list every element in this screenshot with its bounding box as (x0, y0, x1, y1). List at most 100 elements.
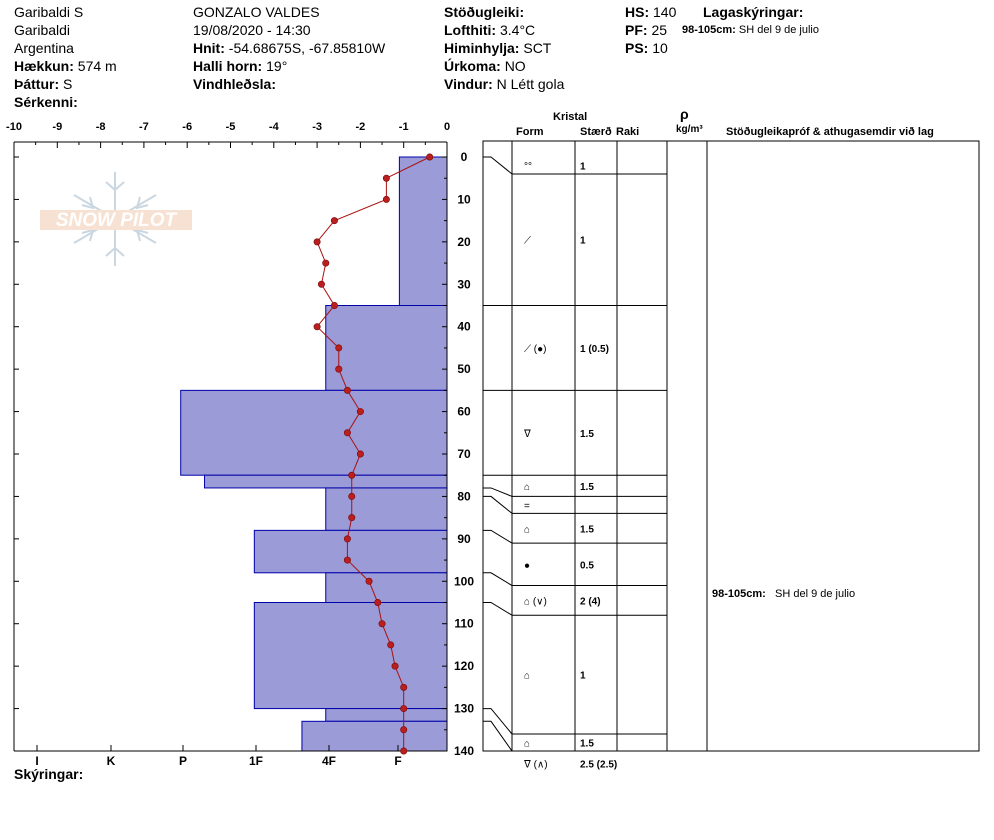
temperature-point (348, 492, 356, 500)
slope: Halli horn: 19° (193, 58, 287, 74)
observer: GONZALO VALDES (193, 4, 320, 20)
coords-label: Hnit: (193, 40, 225, 56)
temperature-point (365, 577, 373, 585)
temperature-point (356, 408, 364, 416)
hardness-bar (204, 474, 448, 489)
crystal-size: 2.5 (2.5) (580, 760, 617, 771)
slope-value: 19° (266, 58, 288, 74)
hardness-bar (325, 572, 448, 603)
depth-tick-label: 30 (457, 277, 471, 291)
crystal-table: °° 1 ⟋ 1 ⟋ (●) 1 (0.5) ᐁ 1.5 ⌂ 1.5 = ⌂ 1.5 ● 0.5 ⌂ (∨) 2… (482, 140, 980, 771)
datetime: 19/08/2020 - 14:30 (193, 22, 311, 38)
crystal-size: 2 (4) (580, 596, 601, 607)
table-note-range: 98-105cm: (712, 588, 766, 600)
depth-tick-label: 130 (454, 702, 474, 716)
temperature-point (400, 705, 408, 713)
elevation: Hækkun: 574 m (14, 58, 117, 74)
hardness-bar (398, 156, 448, 306)
crystal-size: 1 (580, 236, 586, 247)
depth-tick-label: 40 (457, 320, 471, 334)
depth-tick-label: 70 (457, 447, 471, 461)
temp-tick-label: -4 (269, 121, 280, 133)
precip-label: Úrkoma: (444, 58, 501, 74)
crystal-size: 1 (0.5) (580, 344, 609, 355)
layer-note-header: 98-105cm: SH del 9 de julio (682, 24, 819, 36)
air-temp-label: Lofthiti: (444, 22, 497, 38)
crystal-form: ᐁ (∧) (524, 760, 548, 771)
layer-connector (483, 529, 513, 544)
ps-label: PS: (625, 40, 649, 56)
crystal-form: ⟋ (524, 236, 531, 247)
depth-tick-label: 140 (454, 744, 474, 758)
layer-connector (483, 156, 513, 175)
legend-label: Skýringar: (14, 766, 84, 782)
stability-notes-header: Stöðugleikapróf & athugasemdir við lag (726, 126, 934, 138)
table-note-text: SH del 9 de julio (775, 588, 855, 600)
temperature-point (382, 195, 390, 203)
hardness-bar (325, 487, 448, 531)
crystal-form: ⌂ (524, 482, 530, 493)
hs-label: HS: (625, 4, 650, 20)
depth-tick-label: 50 (457, 362, 471, 376)
layer-connector (483, 602, 513, 616)
hardness-bar (301, 720, 448, 752)
crystal-form: ⟋ (●) (524, 344, 546, 355)
pf: PF: 25 (625, 22, 667, 38)
temp-tick-label: -5 (226, 121, 236, 133)
hardness-tick-label: P (179, 754, 187, 768)
temp-tick-label: -3 (312, 121, 322, 133)
temperature-point (400, 747, 408, 755)
elevation-value: 574 m (77, 58, 117, 74)
hardness-bar (325, 708, 448, 722)
crystal-size: 1 (580, 671, 586, 682)
temperature-point (322, 259, 330, 267)
depth-tick-label: 20 (457, 235, 471, 249)
layer-connector (483, 720, 513, 752)
air-temp-value: 3.4°C (499, 22, 536, 38)
temperature-point (330, 301, 338, 309)
pf-value: 25 (651, 22, 668, 38)
hardness-tick-label: K (107, 754, 116, 768)
hs-value: 140 (653, 4, 677, 20)
temperature-point (343, 535, 351, 543)
temperature-point (335, 365, 343, 373)
temperature-point (378, 620, 386, 628)
sky: Himinhylja: SCT (444, 40, 551, 56)
aspect-label: Þáttur: (14, 76, 60, 92)
coordinates: Hnit: -54.68675S, -67.85810W (193, 40, 385, 56)
temp-tick-label: -2 (356, 121, 366, 133)
depth-tick-label: 80 (457, 489, 471, 503)
wind-label: Vindur: (444, 76, 493, 92)
crystal-form: = (524, 501, 530, 512)
temperature-point (343, 556, 351, 564)
temp-tick-label: 0 (444, 121, 450, 133)
temperature-point (387, 641, 395, 649)
temperature-profile (313, 153, 434, 755)
depth-tick-label: 0 (461, 150, 468, 164)
depth-tick-label: 10 (457, 192, 471, 206)
temperature-point (382, 174, 390, 182)
crystal-form: ᐁ (524, 429, 531, 440)
stability-label: Stöðugleiki: (444, 4, 525, 20)
temp-tick-label: -1 (399, 121, 409, 133)
depth-tick-label: 90 (457, 532, 471, 546)
temperature-point (313, 323, 321, 331)
temperature-point (348, 514, 356, 522)
temperature-point (335, 344, 343, 352)
crystal-size: 1.5 (580, 429, 594, 440)
sky-label: Himinhylja: (444, 40, 520, 56)
crystal-form: ⌂ (524, 739, 530, 750)
crystal-size: 0.5 (580, 560, 594, 571)
elevation-label: Hækkun: (14, 58, 74, 74)
crystal-form: ⌂ (524, 524, 530, 535)
depth-tick-label: 120 (454, 659, 474, 673)
moisture-header: Raki (616, 126, 640, 138)
hardness-tick-label: 4F (322, 754, 336, 768)
country: Argentina (14, 40, 74, 56)
crystal-form: ● (524, 560, 530, 571)
layer-note-row: 98-105cm: SH del 9 de julio (712, 588, 855, 600)
layer-connector (483, 572, 513, 586)
wind: Vindur: N Létt gola (444, 76, 564, 92)
crystal-header: Kristal (553, 111, 588, 123)
